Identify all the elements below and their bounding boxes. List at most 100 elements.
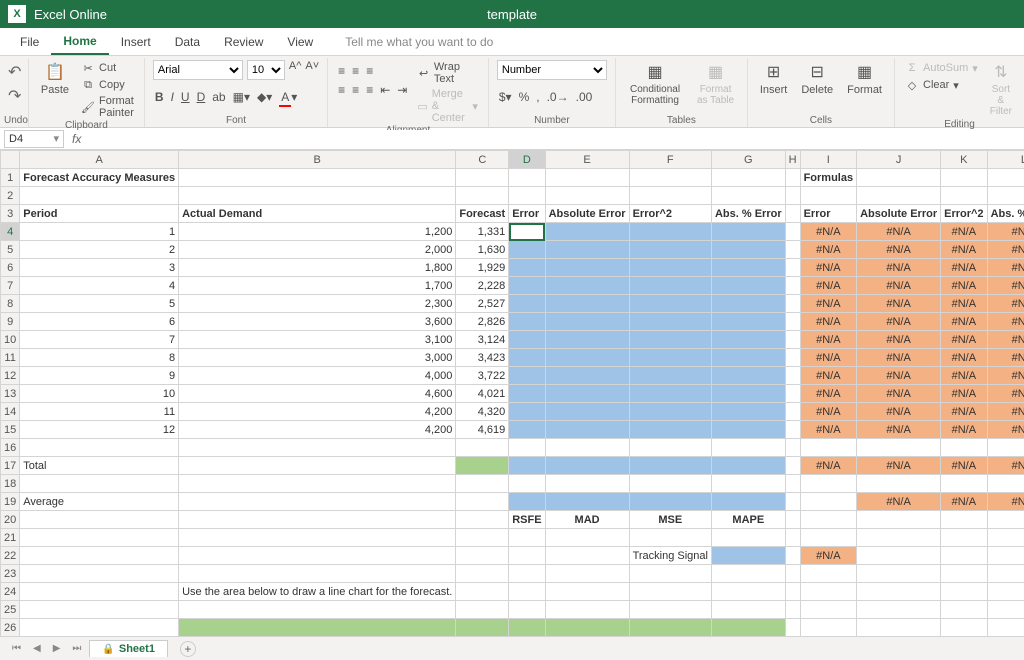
cell-I1[interactable]: Formulas [800, 169, 857, 187]
cell-D7[interactable] [509, 277, 545, 295]
cell-D22[interactable] [509, 547, 545, 565]
cell-H24[interactable] [785, 583, 800, 601]
select-all-corner[interactable] [1, 151, 20, 169]
cell-H4[interactable] [785, 223, 800, 241]
format-cells-button[interactable]: ▦Format [843, 60, 886, 98]
add-sheet-button[interactable]: + [180, 641, 196, 657]
cell-L26[interactable] [987, 619, 1024, 637]
cell-F2[interactable] [629, 187, 711, 205]
cell-B12[interactable]: 4,000 [179, 367, 456, 385]
cell-E14[interactable] [545, 403, 629, 421]
row-header-17[interactable]: 17 [1, 457, 20, 475]
cell-F7[interactable] [629, 277, 711, 295]
cell-D1[interactable] [509, 169, 545, 187]
cell-C7[interactable]: 2,228 [456, 277, 509, 295]
cell-C23[interactable] [456, 565, 509, 583]
cell-J4[interactable]: #N/A [857, 223, 941, 241]
cell-F14[interactable] [629, 403, 711, 421]
cell-K26[interactable] [941, 619, 987, 637]
align-center-button[interactable]: ≡ [350, 82, 361, 98]
cell-B7[interactable]: 1,700 [179, 277, 456, 295]
cell-J13[interactable]: #N/A [857, 385, 941, 403]
row-header-1[interactable]: 1 [1, 169, 20, 187]
row-header-21[interactable]: 21 [1, 529, 20, 547]
col-header-I[interactable]: I [800, 151, 857, 169]
cell-E15[interactable] [545, 421, 629, 439]
cell-K2[interactable] [941, 187, 987, 205]
cell-G2[interactable] [711, 187, 785, 205]
cell-C4[interactable]: 1,331 [456, 223, 509, 241]
cell-E9[interactable] [545, 313, 629, 331]
cell-B21[interactable] [179, 529, 456, 547]
row-header-8[interactable]: 8 [1, 295, 20, 313]
cell-D16[interactable] [509, 439, 545, 457]
cell-B11[interactable]: 3,000 [179, 349, 456, 367]
cell-L16[interactable] [987, 439, 1024, 457]
cell-H15[interactable] [785, 421, 800, 439]
row-header-14[interactable]: 14 [1, 403, 20, 421]
cell-L3[interactable]: Abs. % Error [987, 205, 1024, 223]
shrink-font-button[interactable]: A˅ [305, 60, 319, 80]
cell-F5[interactable] [629, 241, 711, 259]
cell-F8[interactable] [629, 295, 711, 313]
cell-E7[interactable] [545, 277, 629, 295]
cell-G19[interactable] [711, 493, 785, 511]
row-header-2[interactable]: 2 [1, 187, 20, 205]
double-underline-button[interactable]: D [195, 89, 208, 105]
cell-H11[interactable] [785, 349, 800, 367]
cell-L21[interactable] [987, 529, 1024, 547]
cell-H17[interactable] [785, 457, 800, 475]
cell-E8[interactable] [545, 295, 629, 313]
cell-F12[interactable] [629, 367, 711, 385]
sheet-grid-area[interactable]: ABCDEFGHIJKLM1Forecast Accuracy Measures… [0, 150, 1024, 636]
cell-A19[interactable]: Average [20, 493, 179, 511]
cell-D6[interactable] [509, 259, 545, 277]
row-header-6[interactable]: 6 [1, 259, 20, 277]
merge-center-button[interactable]: ▭Merge & Center ▾ [415, 87, 480, 125]
row-header-3[interactable]: 3 [1, 205, 20, 223]
cell-F6[interactable] [629, 259, 711, 277]
cell-A13[interactable]: 10 [20, 385, 179, 403]
cell-J7[interactable]: #N/A [857, 277, 941, 295]
italic-button[interactable]: I [169, 89, 176, 105]
cell-L6[interactable]: #N/A [987, 259, 1024, 277]
cell-L19[interactable]: #N/A [987, 493, 1024, 511]
cell-H13[interactable] [785, 385, 800, 403]
cell-C14[interactable]: 4,320 [456, 403, 509, 421]
cell-D2[interactable] [509, 187, 545, 205]
cell-J19[interactable]: #N/A [857, 493, 941, 511]
row-header-12[interactable]: 12 [1, 367, 20, 385]
cell-K15[interactable]: #N/A [941, 421, 987, 439]
cell-F4[interactable] [629, 223, 711, 241]
number-format-select[interactable]: Number [497, 60, 607, 80]
cell-H22[interactable] [785, 547, 800, 565]
cell-A23[interactable] [20, 565, 179, 583]
cell-E1[interactable] [545, 169, 629, 187]
cell-K4[interactable]: #N/A [941, 223, 987, 241]
cell-H16[interactable] [785, 439, 800, 457]
cell-G26[interactable] [711, 619, 785, 637]
cell-A2[interactable] [20, 187, 179, 205]
cell-J15[interactable]: #N/A [857, 421, 941, 439]
cell-I21[interactable] [800, 529, 857, 547]
cell-L22[interactable] [987, 547, 1024, 565]
cell-D17[interactable] [509, 457, 545, 475]
cell-A12[interactable]: 9 [20, 367, 179, 385]
cell-H6[interactable] [785, 259, 800, 277]
cell-C17[interactable] [456, 457, 509, 475]
cell-H8[interactable] [785, 295, 800, 313]
col-header-D[interactable]: D [509, 151, 545, 169]
cell-C1[interactable] [456, 169, 509, 187]
cell-K20[interactable] [941, 511, 987, 529]
cell-H26[interactable] [785, 619, 800, 637]
cell-C25[interactable] [456, 601, 509, 619]
cell-C15[interactable]: 4,619 [456, 421, 509, 439]
cell-I4[interactable]: #N/A [800, 223, 857, 241]
cell-I23[interactable] [800, 565, 857, 583]
cell-F16[interactable] [629, 439, 711, 457]
cell-J9[interactable]: #N/A [857, 313, 941, 331]
cell-B19[interactable] [179, 493, 456, 511]
cell-H18[interactable] [785, 475, 800, 493]
row-header-15[interactable]: 15 [1, 421, 20, 439]
cell-L17[interactable]: #N/A [987, 457, 1024, 475]
